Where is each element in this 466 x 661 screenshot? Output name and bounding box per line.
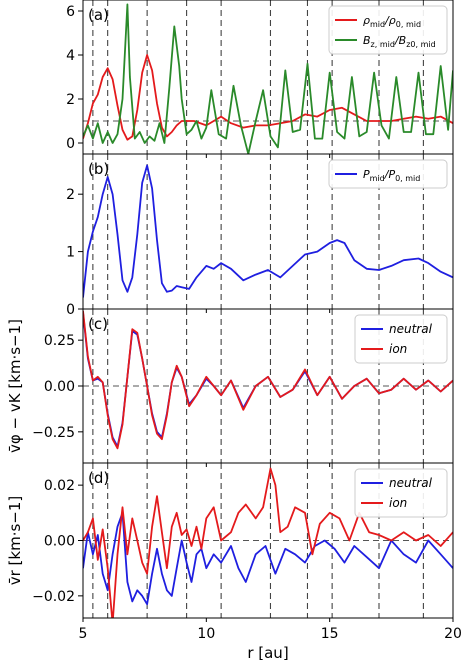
x-axis-label: r [au] <box>247 644 288 661</box>
series-line-red <box>83 310 453 450</box>
y-axis-label: v̄r [km·s−1] <box>6 496 24 586</box>
series-line-red <box>83 467 453 618</box>
legend-box <box>354 314 448 364</box>
legend-label: ρmid/ρ0, mid <box>363 14 421 29</box>
y-tick-label: 1 <box>66 245 75 261</box>
y-tick-label: 4 <box>66 48 75 64</box>
legend: neutral ion <box>354 314 448 364</box>
series-group <box>83 164 453 298</box>
series-group <box>83 310 453 450</box>
y-tick-label: 0.02 <box>44 478 75 494</box>
legend-box <box>328 5 448 55</box>
x-tick-label: 10 <box>197 626 215 642</box>
y-tick-label: 2 <box>66 187 75 203</box>
legend-label: neutral <box>389 476 433 490</box>
panel-label: (d) <box>88 469 109 487</box>
y-tick-label: −0.02 <box>32 589 75 605</box>
legend: ρmid/ρ0, mid Bz, mid/Bz0, mid <box>328 5 448 55</box>
y-tick-label: 0.25 <box>44 333 75 349</box>
panel-d: −0.02 0.00 0.02 (d) v̄r [km·s−1] neutral ion <box>6 462 454 622</box>
legend: Pmid/P0, mid <box>328 159 448 189</box>
panel-b: 0 1 2 (b) Pmid/P0, mid <box>66 153 454 318</box>
panel-a: 0 2 4 6 (a) ρmid/ρ0, mid Bz, mid/Bz0, mid <box>66 0 454 158</box>
legend-label: Bz, mid/Bz0, mid <box>363 34 436 49</box>
series-group <box>83 467 453 618</box>
y-axis-label: v̄φ − vK [km·s−1] <box>6 319 24 453</box>
y-tick-label: 2 <box>66 92 75 108</box>
panel-label: (a) <box>88 6 109 24</box>
series-group <box>83 3 453 154</box>
legend-label: ion <box>389 342 407 356</box>
y-tick-label: 6 <box>66 4 75 20</box>
y-tick-label: −0.25 <box>32 425 75 441</box>
series-line-blue <box>83 164 453 298</box>
series-line-green <box>83 3 453 154</box>
legend: neutral ion <box>354 468 448 518</box>
legend-label: Pmid/P0, mid <box>363 168 420 183</box>
y-tick-label: 0.00 <box>44 379 75 395</box>
legend-box <box>328 159 448 189</box>
series-line-red <box>83 54 453 141</box>
legend-box <box>354 468 448 518</box>
x-tick-label: 5 <box>79 626 88 642</box>
panel-c: −0.25 0.00 0.25 (c) v̄φ − vK [km·s−1] neutral… <box>6 308 454 467</box>
panel-label: (c) <box>88 315 108 333</box>
series-line-blue <box>83 511 453 606</box>
x-tick-label: 20 <box>444 626 462 642</box>
y-tick-label: 0 <box>66 136 75 152</box>
y-tick-label: 0.00 <box>44 534 75 550</box>
panel-label: (b) <box>88 160 109 178</box>
x-tick-label: 15 <box>321 626 339 642</box>
legend-label: neutral <box>389 322 433 336</box>
y-tick-label: 0 <box>66 302 75 318</box>
legend-label: ion <box>389 496 407 510</box>
